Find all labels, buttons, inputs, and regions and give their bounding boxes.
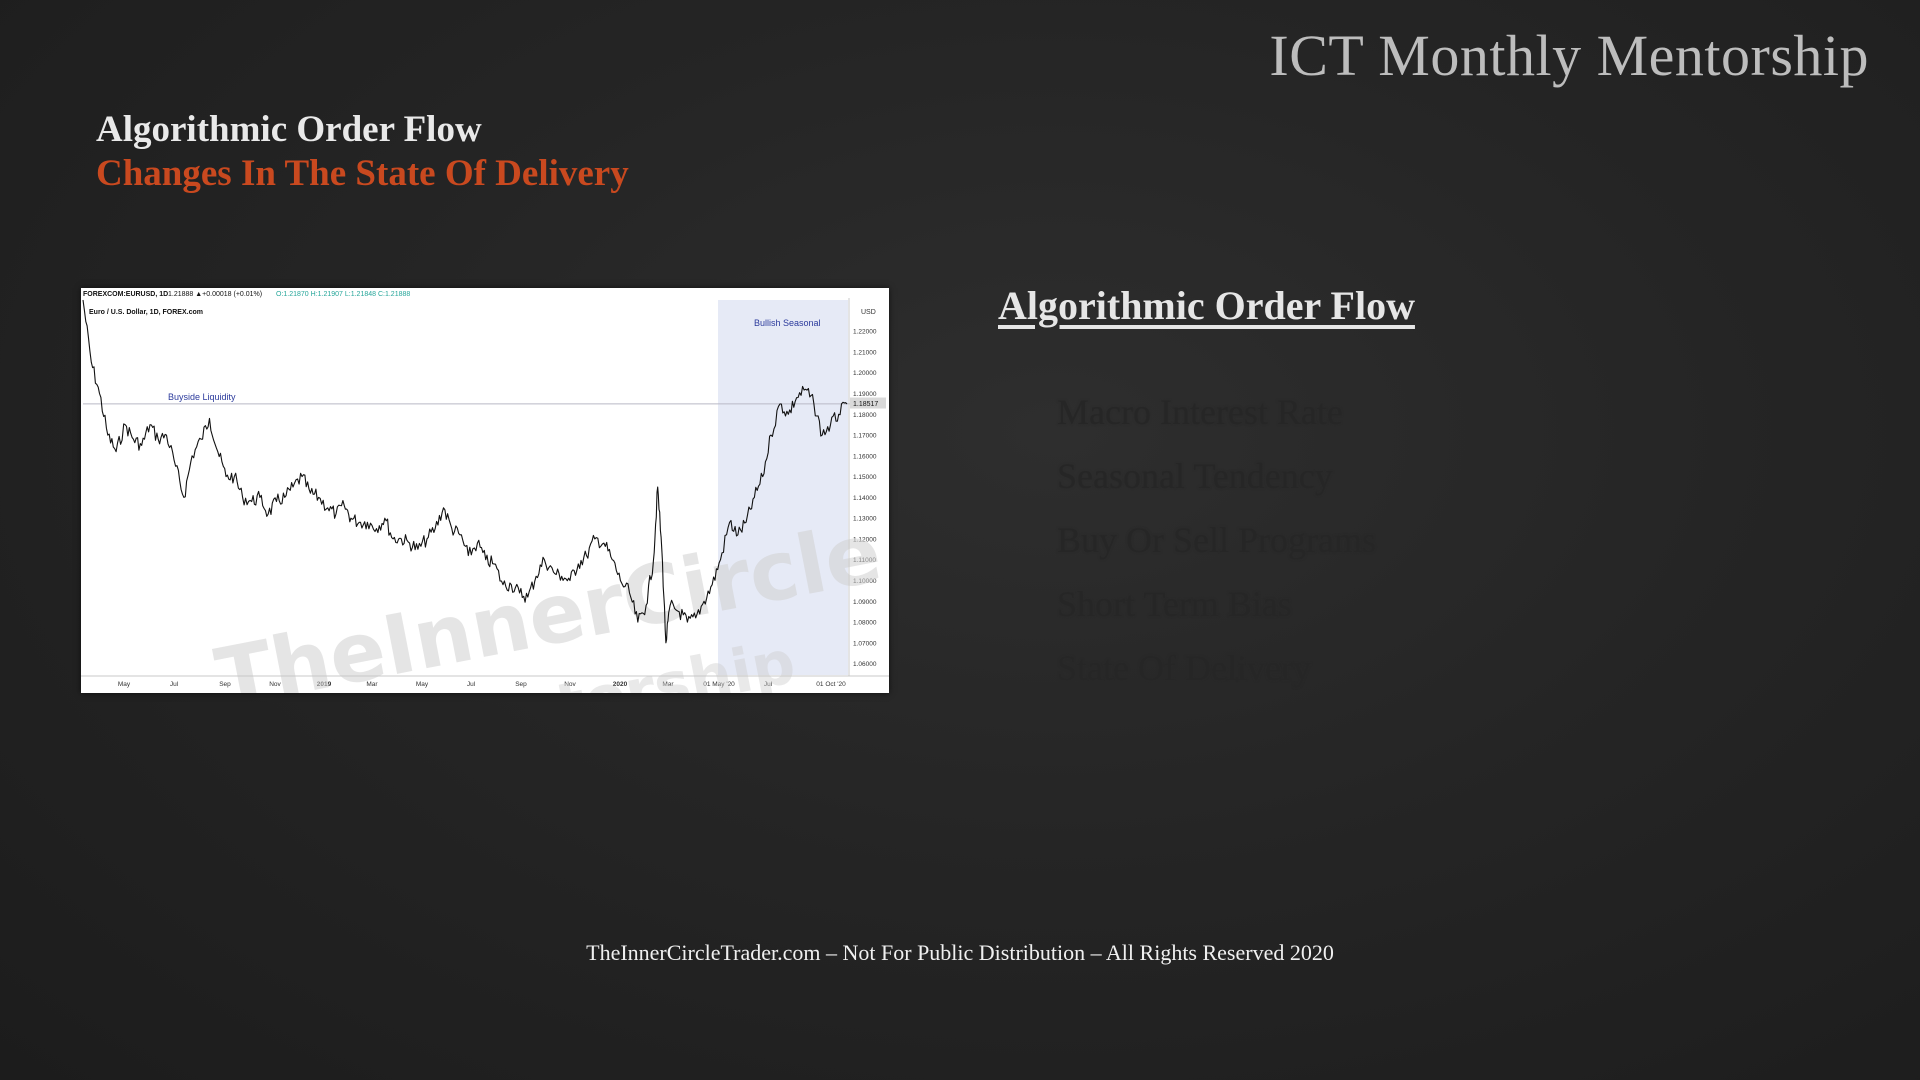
price-chart: 1.22000 1.21000 1.20000 1.19000 1.18000 1.170… — [81, 288, 889, 693]
right-heading: Algorithmic Order Flow — [998, 283, 1415, 328]
y-tick-label: 1.17000 — [853, 433, 877, 440]
x-tick-label: Mar — [662, 681, 674, 688]
x-tick-label: Jul — [764, 681, 773, 688]
seasonal-region — [718, 300, 848, 675]
factor-item-state-of-delivery: State Of Delivery — [1057, 648, 1311, 688]
y-tick-label: 1.14000 — [853, 495, 877, 502]
last-price-label: 1.18517 — [853, 401, 878, 408]
factor-item-buy-sell-programs: Buy Or Sell Programs — [1057, 520, 1376, 560]
x-tick-label: Nov — [564, 681, 576, 688]
x-tick-label: Sep — [515, 681, 527, 688]
factor-item-seasonal-tendency: Seasonal Tendency — [1057, 456, 1333, 496]
header-quote: 1.21888 ▲+0.00018 (+0.01%) — [168, 291, 262, 298]
header-symbol: FOREXCOM:EURUSD, 1D — [83, 291, 168, 298]
x-tick-label: Sep — [219, 681, 231, 688]
y-tick-label: 1.06000 — [853, 661, 877, 668]
x-tick-label: Nov — [269, 681, 281, 688]
y-tick-label: 1.10000 — [853, 578, 877, 585]
y-tick-label: 1.12000 — [853, 536, 877, 543]
footer-copyright: TheInnerCircleTrader.com – Not For Publi… — [586, 940, 1334, 965]
y-tick-label: 1.22000 — [853, 329, 877, 336]
price-series-line — [82, 299, 848, 644]
chart-watermark: TheInnerCircle ICT Mentorship — [209, 505, 889, 693]
y-tick-label: 1.08000 — [853, 620, 877, 627]
chart-legend: Euro / U.S. Dollar, 1D, FOREX.com — [89, 309, 203, 316]
buyside-liquidity-label: Buyside Liquidity — [168, 392, 236, 402]
slide-subtitle: Changes In The State Of Delivery — [96, 153, 629, 194]
currency-label: USD — [861, 309, 876, 316]
brand-title: ICT Monthly Mentorship — [1269, 23, 1869, 88]
x-tick-label: 01 Oct '20 — [816, 681, 846, 688]
x-axis: May Jul Sep Nov 2019 Mar May Jul Sep Nov 2020 Mar 01… — [118, 681, 846, 688]
y-tick-label: 1.13000 — [853, 516, 877, 523]
y-tick-label: 1.18000 — [853, 412, 877, 419]
y-tick-label: 1.21000 — [853, 349, 877, 356]
slide-title: Algorithmic Order Flow — [96, 109, 482, 150]
y-tick-label: 1.11000 — [853, 557, 876, 564]
x-tick-label: 01 May '20 — [703, 681, 735, 688]
bullish-seasonal-label: Bullish Seasonal — [754, 318, 821, 328]
y-axis: 1.22000 1.21000 1.20000 1.19000 1.18000 1.170… — [853, 329, 877, 668]
factor-item-short-term-bias: Short Term Bias — [1057, 584, 1292, 624]
factor-list: Macro Interest Rate Seasonal Tendency Bu… — [1057, 390, 1376, 710]
chart-svg: 1.22000 1.21000 1.20000 1.19000 1.18000 1.170… — [81, 291, 889, 693]
header-ohlc: O:1.21870 H:1.21907 L:1.21848 C:1.21888 — [276, 291, 410, 298]
y-tick-label: 1.15000 — [853, 474, 877, 481]
x-tick-label: Mar — [366, 681, 378, 688]
x-tick-label: May — [118, 681, 131, 688]
x-tick-label: 2019 — [317, 681, 332, 688]
factor-item-macro-interest-rate: Macro Interest Rate — [1057, 392, 1343, 432]
x-tick-label: Jul — [467, 681, 476, 688]
y-tick-label: 1.20000 — [853, 370, 877, 377]
y-tick-label: 1.07000 — [853, 640, 877, 647]
y-tick-label: 1.09000 — [853, 599, 877, 606]
x-tick-label: 2020 — [613, 681, 628, 688]
last-price-box — [850, 397, 886, 409]
x-tick-label: Jul — [170, 681, 179, 688]
y-tick-label: 1.19000 — [853, 391, 877, 398]
y-tick-label: 1.16000 — [853, 453, 877, 460]
x-tick-label: May — [416, 681, 429, 688]
